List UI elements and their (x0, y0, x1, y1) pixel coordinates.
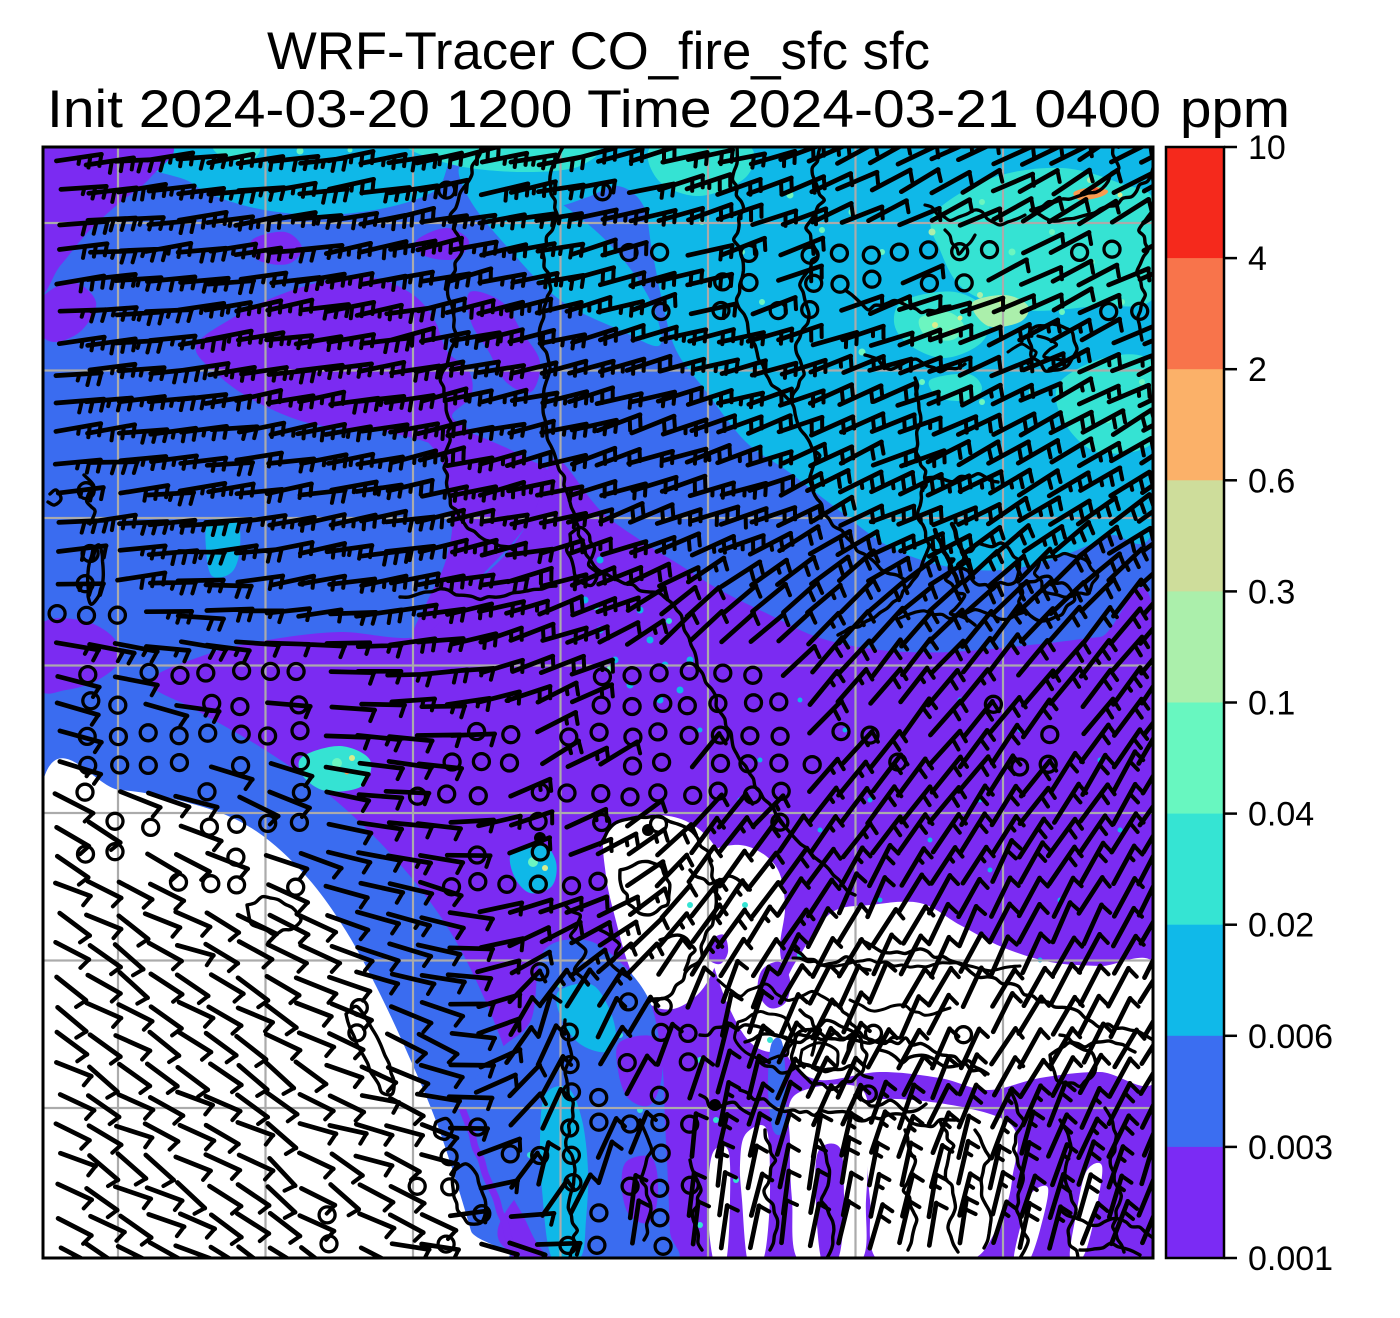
svg-text:0.1: 0.1 (1248, 685, 1295, 723)
svg-text:WRF-Tracer CO_fire_sfc sfc: WRF-Tracer CO_fire_sfc sfc (267, 22, 930, 81)
svg-text:2: 2 (1248, 351, 1267, 389)
svg-text:Init 2024-03-20 1200 Time 2024: Init 2024-03-20 1200 Time 2024-03-21 040… (47, 80, 1161, 139)
svg-text:0.6: 0.6 (1248, 462, 1295, 500)
svg-text:0.04: 0.04 (1248, 796, 1314, 834)
svg-text:0.006: 0.006 (1248, 1018, 1333, 1056)
svg-text:4: 4 (1248, 240, 1267, 278)
svg-text:0.02: 0.02 (1248, 907, 1314, 945)
svg-text:10: 10 (1248, 129, 1286, 167)
svg-text:ppm: ppm (1180, 80, 1290, 139)
svg-text:0.003: 0.003 (1248, 1129, 1333, 1167)
svg-text:0.3: 0.3 (1248, 573, 1295, 611)
svg-text:0.001: 0.001 (1248, 1240, 1333, 1278)
